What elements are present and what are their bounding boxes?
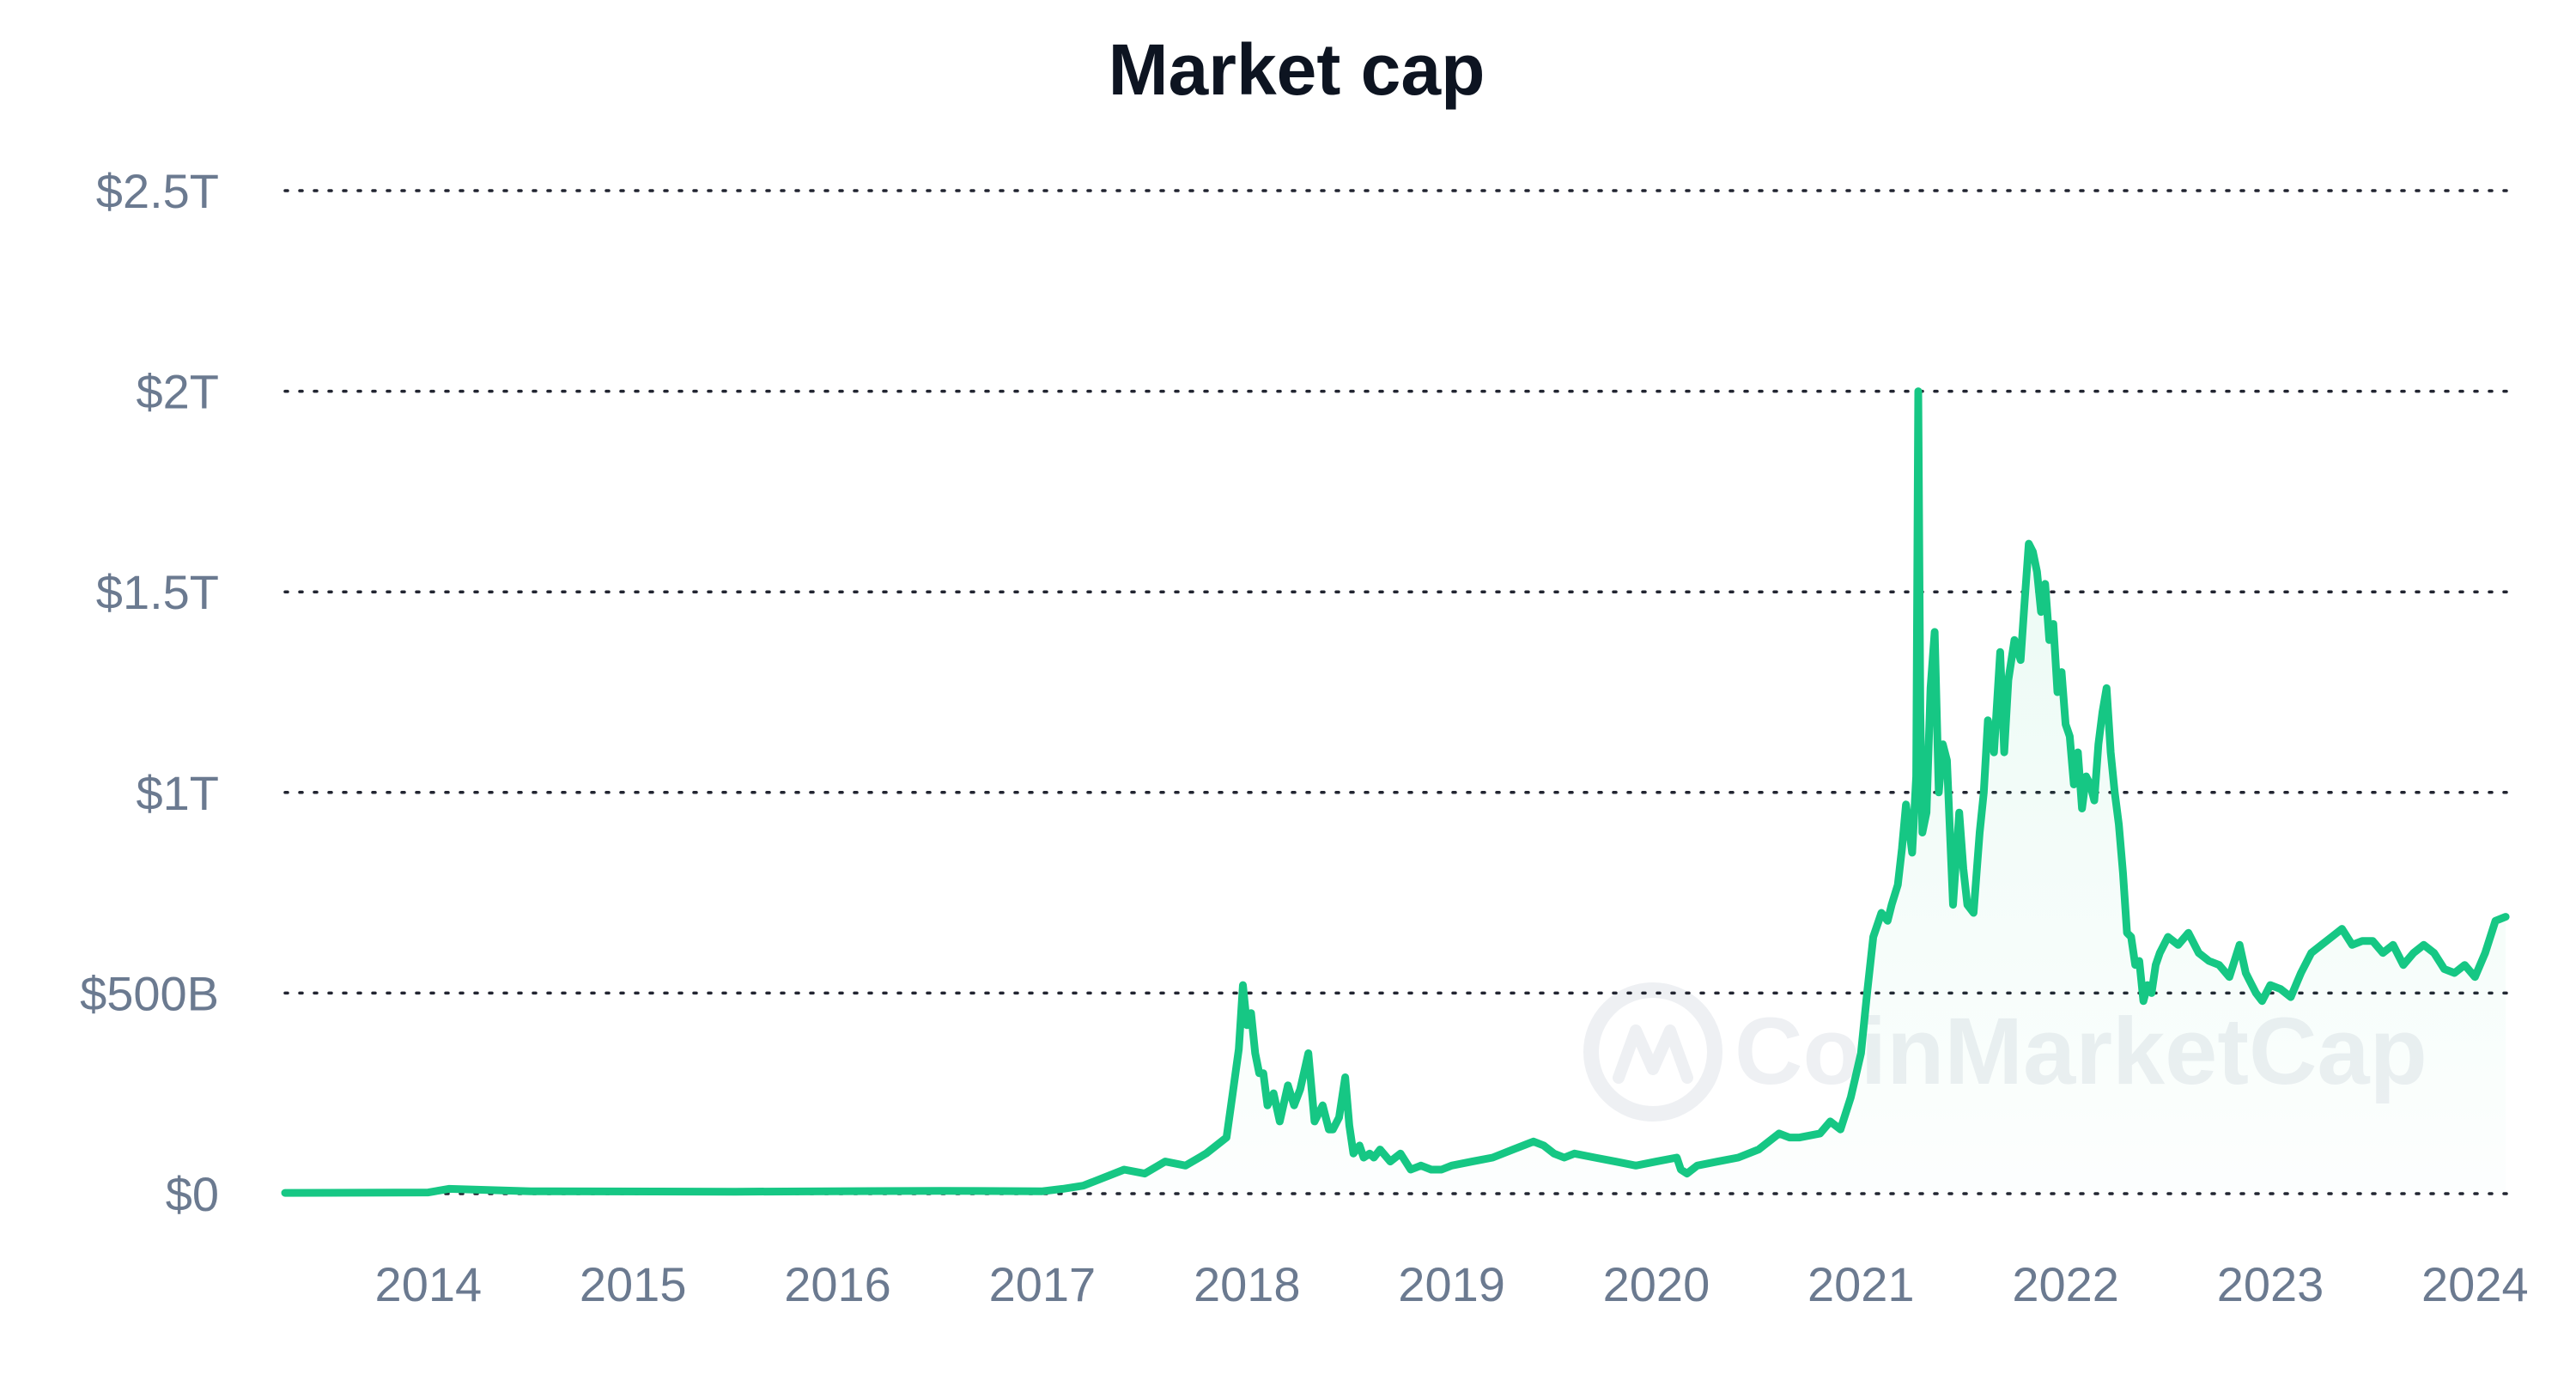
x-tick-label: 2023 xyxy=(2217,1257,2324,1311)
y-tick-label: $1T xyxy=(137,766,220,820)
series-layer xyxy=(281,387,2510,1197)
x-tick-label: 2017 xyxy=(989,1257,1097,1311)
y-tick-label: $0 xyxy=(166,1167,219,1221)
x-tick-label: 2021 xyxy=(1807,1257,1915,1311)
x-tick-label: 2018 xyxy=(1194,1257,1301,1311)
y-tick-label: $2.5T xyxy=(96,164,219,218)
x-tick-label: 2016 xyxy=(784,1257,891,1311)
coinmarketcap-logo-icon xyxy=(1583,982,1722,1122)
y-tick-label: $1.5T xyxy=(96,565,219,619)
x-tick-label: 2015 xyxy=(580,1257,687,1311)
x-tick-label: 2022 xyxy=(2012,1257,2119,1311)
y-axis-ticks: $0 $500B $1T $1.5T $2T $2.5T xyxy=(80,164,219,1221)
y-tick-label: $500B xyxy=(80,966,219,1020)
x-tick-label: 2019 xyxy=(1398,1257,1505,1311)
x-tick-label: 2024 xyxy=(2421,1257,2529,1311)
y-tick-label: $2T xyxy=(137,365,220,419)
x-tick-label: 2014 xyxy=(375,1257,483,1311)
x-tick-label: 2020 xyxy=(1603,1257,1710,1311)
chart-title: Market cap xyxy=(1109,29,1485,110)
x-axis-ticks: 2014 2015 2016 2017 2018 2019 2020 2021 2022 2023… xyxy=(375,1257,2529,1311)
series-line-0 xyxy=(281,387,2510,1197)
series-area-0 xyxy=(285,391,2506,1195)
